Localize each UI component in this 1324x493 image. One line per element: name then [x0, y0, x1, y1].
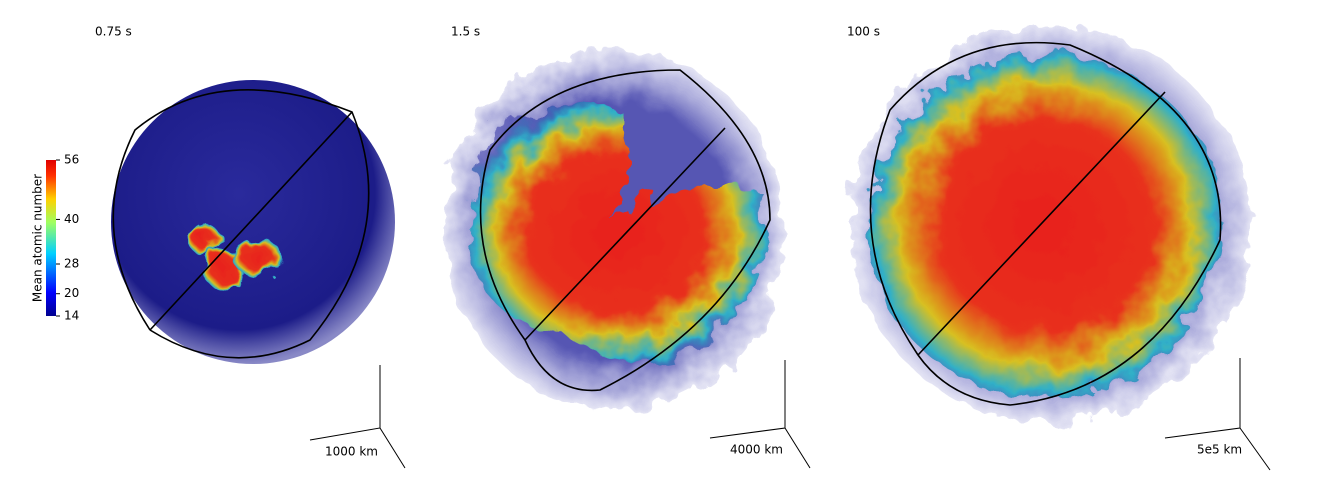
scale-label: 5e5 km	[1197, 443, 1242, 457]
axis-triad	[709, 360, 811, 469]
colorbar-tick-label: 20	[64, 286, 79, 300]
colorbar-tick-label: 56	[64, 153, 79, 167]
scale-label: 4000 km	[730, 443, 783, 457]
time-label: 0.75 s	[95, 25, 132, 39]
colorbar-tick-label: 40	[64, 212, 79, 226]
colorbar-tick-label: 28	[64, 257, 79, 271]
panel-2: 1.5 s 4000 km	[445, 25, 811, 469]
axis-triad	[1164, 358, 1271, 471]
colorbar-label: Mean atomic number	[31, 174, 45, 302]
time-label: 100 s	[847, 25, 880, 39]
outline	[869, 41, 1222, 406]
core	[867, 53, 1223, 397]
colorbar: Mean atomic number 14 20 28 40 56	[31, 153, 80, 323]
panel-3: 100 s 5e5 km	[847, 25, 1271, 471]
colorbar-tick-label: 14	[64, 309, 79, 323]
time-label: 1.5 s	[451, 25, 480, 39]
sphere	[111, 80, 395, 364]
scale-label: 1000 km	[325, 445, 378, 459]
outline	[112, 89, 370, 359]
colorbar-gradient	[46, 160, 56, 316]
axis-triad	[309, 365, 406, 469]
core	[470, 104, 764, 362]
outline	[479, 69, 771, 392]
panel-1: 0.75 s 1000 km	[95, 25, 406, 469]
